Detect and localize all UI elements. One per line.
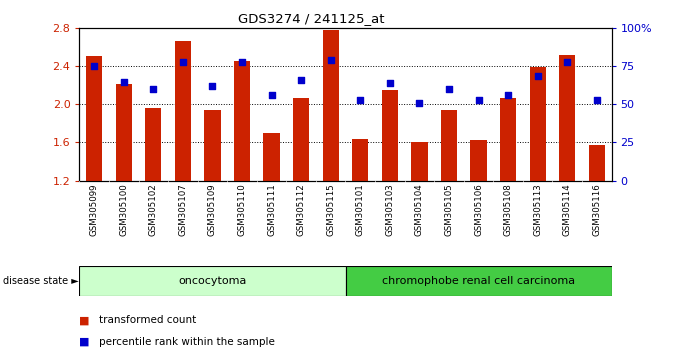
Point <box>532 73 543 78</box>
Text: GDS3274 / 241125_at: GDS3274 / 241125_at <box>238 12 384 25</box>
Bar <box>381 90 398 181</box>
Point <box>118 79 129 85</box>
Text: chromophobe renal cell carcinoma: chromophobe renal cell carcinoma <box>382 275 575 286</box>
Bar <box>589 145 605 181</box>
Bar <box>175 41 191 181</box>
Text: GSM305112: GSM305112 <box>296 183 305 236</box>
Text: GSM305102: GSM305102 <box>149 183 158 236</box>
Bar <box>234 61 250 181</box>
Text: GSM305113: GSM305113 <box>533 183 542 236</box>
Point <box>562 59 573 65</box>
Text: GSM305107: GSM305107 <box>178 183 187 236</box>
Point <box>236 59 247 65</box>
Point <box>354 97 366 103</box>
Point <box>296 77 307 83</box>
Text: GSM305108: GSM305108 <box>504 183 513 236</box>
Point <box>325 57 337 63</box>
Text: GSM305110: GSM305110 <box>238 183 247 236</box>
Bar <box>529 67 546 181</box>
Bar <box>263 133 280 181</box>
Point <box>207 83 218 89</box>
Point <box>88 64 100 69</box>
Point <box>266 92 277 98</box>
Bar <box>86 56 102 181</box>
Text: GSM305105: GSM305105 <box>444 183 453 236</box>
Point <box>148 86 159 92</box>
Point <box>591 97 603 103</box>
Text: ■: ■ <box>79 315 90 325</box>
Text: GSM305116: GSM305116 <box>592 183 601 236</box>
Text: GSM305101: GSM305101 <box>356 183 365 236</box>
Point <box>502 92 513 98</box>
Text: transformed count: transformed count <box>99 315 196 325</box>
Text: GSM305114: GSM305114 <box>562 183 571 236</box>
Bar <box>500 98 516 181</box>
Point <box>473 97 484 103</box>
Text: disease state ►: disease state ► <box>3 275 79 286</box>
Bar <box>559 55 576 181</box>
Text: oncocytoma: oncocytoma <box>178 275 247 286</box>
Bar <box>323 30 339 181</box>
Text: percentile rank within the sample: percentile rank within the sample <box>99 337 275 347</box>
Text: GSM305099: GSM305099 <box>90 183 99 235</box>
Bar <box>411 142 428 181</box>
Point <box>414 100 425 106</box>
Point <box>178 59 189 65</box>
Text: GSM305100: GSM305100 <box>120 183 129 236</box>
Bar <box>79 266 346 296</box>
Bar <box>205 110 220 181</box>
Bar <box>145 108 162 181</box>
Text: GSM305106: GSM305106 <box>474 183 483 236</box>
Text: GSM305111: GSM305111 <box>267 183 276 236</box>
Bar <box>115 85 132 181</box>
Bar <box>346 266 612 296</box>
Text: GSM305115: GSM305115 <box>326 183 335 236</box>
Point <box>444 86 455 92</box>
Bar <box>471 139 486 181</box>
Text: GSM305104: GSM305104 <box>415 183 424 236</box>
Text: GSM305103: GSM305103 <box>386 183 395 236</box>
Bar <box>441 110 457 181</box>
Text: GSM305109: GSM305109 <box>208 183 217 236</box>
Bar <box>293 98 310 181</box>
Text: ■: ■ <box>79 337 90 347</box>
Point <box>384 80 395 86</box>
Bar <box>352 139 368 181</box>
